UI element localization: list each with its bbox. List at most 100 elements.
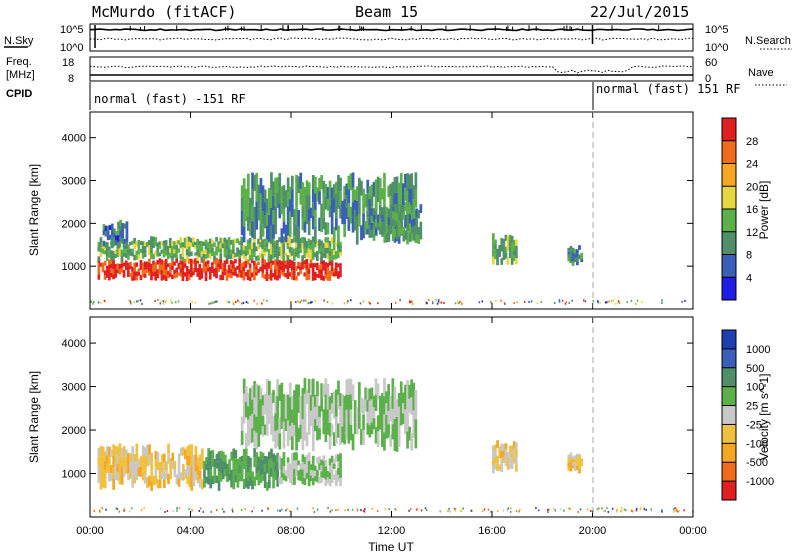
velocity-cell: [192, 462, 196, 471]
power-cell: [311, 175, 315, 189]
power-cell: [492, 256, 495, 265]
power-noise-cell: [90, 300, 92, 303]
power-cell: [242, 178, 246, 195]
power-cell: [181, 270, 185, 276]
velocity-cell: [177, 478, 181, 487]
velocity-noise-cell: [519, 508, 521, 511]
power-noise-cell: [310, 301, 313, 304]
power-cell: [391, 194, 395, 207]
velocity-cell: [118, 443, 122, 454]
velocity-cell: [284, 418, 288, 431]
power-cell: [97, 241, 101, 247]
power-cell: [339, 273, 342, 278]
power-cell: [270, 190, 273, 208]
power-cell: [225, 244, 229, 250]
velocity-cell: [280, 458, 284, 465]
power-cell: [102, 229, 106, 236]
power-cell: [152, 253, 155, 260]
power-cell: [330, 249, 334, 255]
velocity-cell: [133, 461, 137, 469]
velocity-noise-cell: [344, 509, 346, 512]
velocity-cell: [500, 465, 504, 473]
power-cell: [387, 208, 391, 217]
power-y-label: Slant Range [km]: [27, 164, 41, 256]
power-cell: [320, 258, 323, 264]
velocity-cell: [158, 462, 162, 471]
velocity-cell: [242, 393, 246, 409]
velocity-colorbar-swatch: [722, 386, 736, 407]
power-cell: [169, 238, 172, 243]
velocity-noise-cell: [384, 508, 387, 511]
velocity-cell: [303, 377, 307, 394]
power-cell: [391, 233, 395, 241]
velocity-cell: [383, 432, 386, 451]
power-cell: [301, 261, 304, 266]
power-cell: [129, 261, 132, 266]
velocity-cell: [406, 431, 409, 449]
power-cell: [211, 262, 214, 266]
velocity-cell: [508, 463, 512, 469]
power-cell: [240, 266, 244, 271]
power-cell: [223, 252, 227, 258]
power-noise-cell: [216, 300, 218, 303]
velocity-cell: [186, 455, 189, 466]
velocity-cell: [337, 454, 340, 462]
velocity-cell: [106, 464, 109, 473]
power-noise-cell: [661, 301, 663, 304]
velocity-cell: [249, 388, 252, 402]
power-cell: [104, 231, 108, 237]
power-cell: [187, 251, 191, 257]
velocity-cell: [186, 465, 189, 475]
velocity-cell: [391, 378, 395, 394]
velocity-cell: [500, 458, 504, 466]
velocity-cell: [141, 463, 145, 472]
power-cell: [139, 260, 143, 265]
power-cell: [171, 255, 174, 261]
power-cell: [225, 239, 229, 245]
velocity-cell: [515, 464, 518, 472]
velocity-cell: [224, 469, 227, 477]
power-cell: [313, 252, 317, 258]
power-cell: [113, 237, 116, 243]
power-cell: [219, 254, 223, 260]
velocity-cell: [268, 395, 271, 410]
power-noise-cell: [428, 299, 430, 301]
velocity-colorbar-tick-label: -25: [746, 419, 762, 431]
power-cell: [127, 254, 130, 260]
velocity-cell: [232, 458, 236, 469]
power-cell: [278, 203, 282, 219]
velocity-noise-cell: [448, 510, 450, 512]
velocity-cell: [339, 419, 342, 432]
velocity-cell: [120, 466, 124, 476]
power-cell: [263, 243, 267, 248]
power-noise-cell: [425, 302, 428, 305]
velocity-cell: [502, 456, 506, 463]
velocity-noise-cell: [616, 509, 618, 511]
power-noise-cell: [137, 300, 139, 303]
velocity-cell: [173, 469, 177, 478]
velocity-cell: [135, 461, 139, 472]
power-cell: [192, 267, 195, 272]
velocity-cell: [311, 463, 315, 471]
velocity-cell: [567, 462, 571, 467]
power-cell: [330, 187, 334, 200]
velocity-cell: [278, 417, 282, 434]
power-cell: [307, 195, 311, 209]
power-cell: [248, 255, 252, 261]
power-cell: [127, 273, 130, 277]
velocity-cell: [341, 426, 344, 443]
power-cell: [578, 245, 581, 250]
velocity-cell: [366, 388, 370, 400]
velocity-cell: [232, 479, 236, 490]
velocity-cell: [160, 460, 164, 467]
velocity-cell: [301, 469, 305, 477]
power-colorbar-tick-label: 12: [746, 227, 758, 239]
velocity-noise-cell: [244, 508, 246, 511]
power-cell: [198, 269, 202, 275]
velocity-noise-cell: [490, 510, 492, 513]
velocity-cell: [247, 432, 250, 446]
velocity-cell: [322, 384, 326, 397]
velocity-cell: [207, 475, 210, 485]
power-cell: [508, 240, 512, 247]
power-cell: [196, 268, 199, 273]
